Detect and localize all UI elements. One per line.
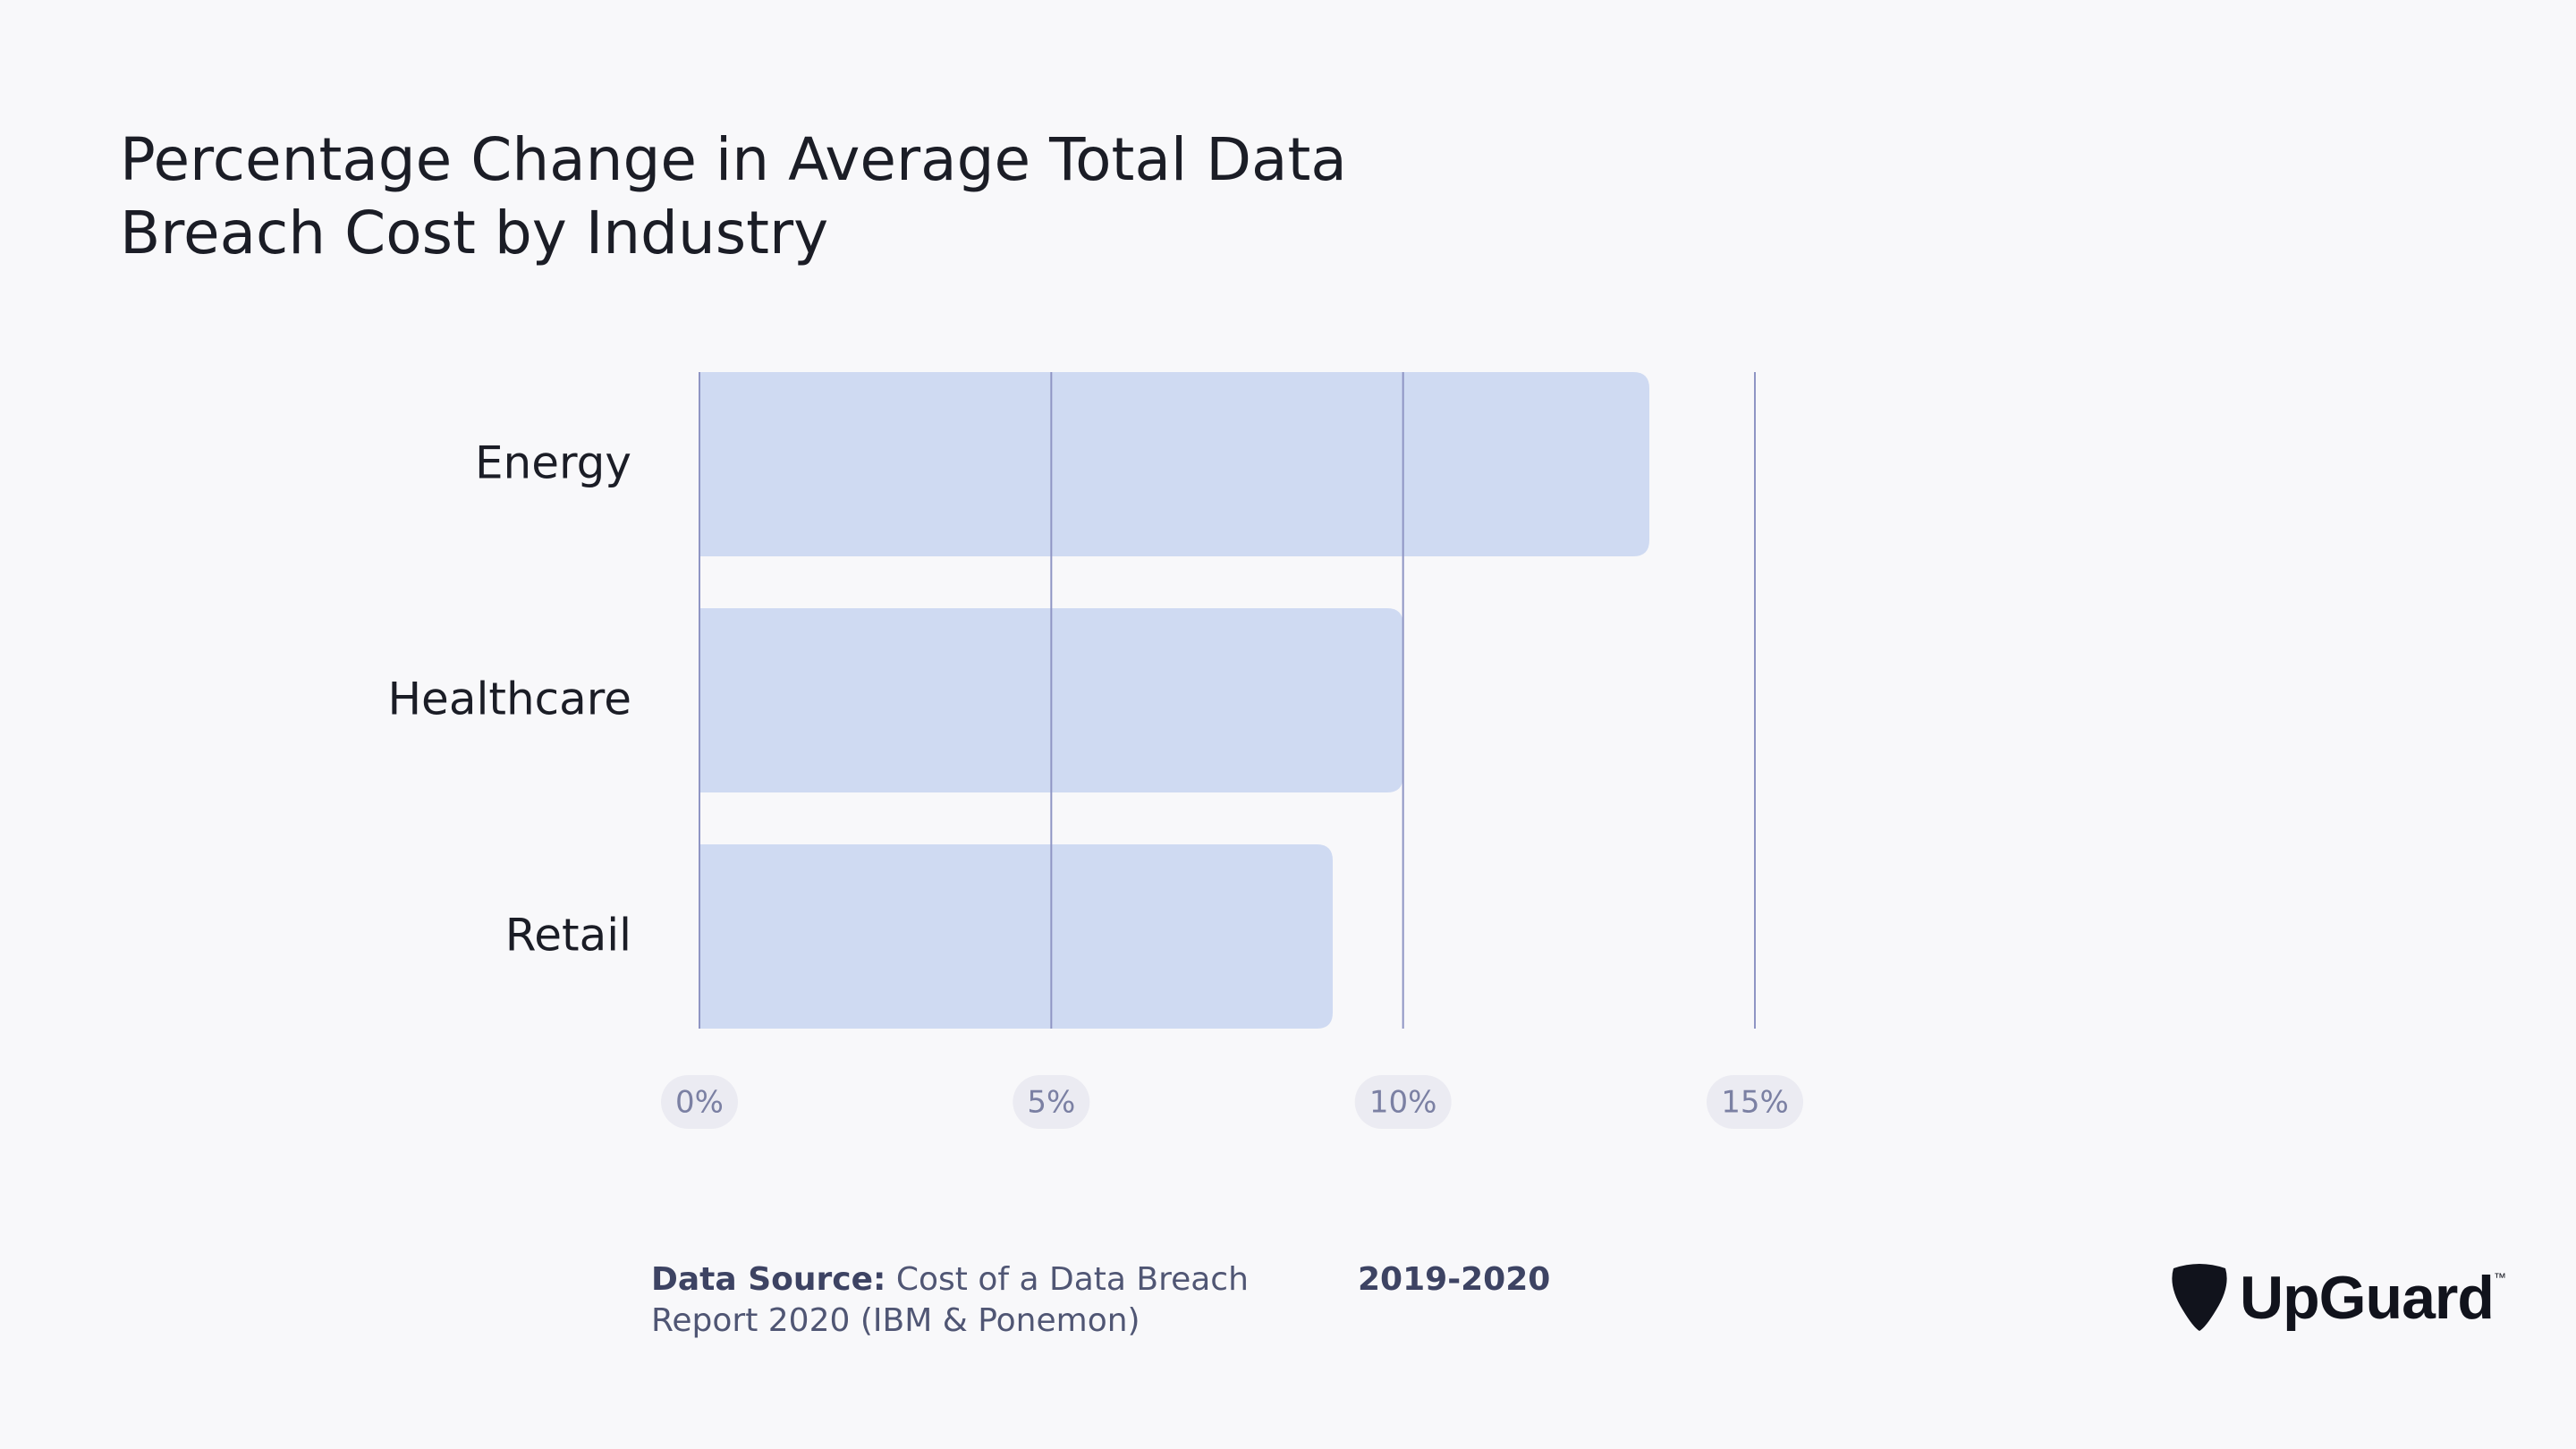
- upguard-logo: UpGuard ™: [2168, 1258, 2506, 1338]
- data-source-note: Data Source: Cost of a Data Breach Repor…: [651, 1259, 1277, 1342]
- tick-pill-15: [1707, 1075, 1803, 1129]
- tick-pill-5: [1013, 1075, 1090, 1129]
- category-label-energy: Energy: [475, 437, 631, 489]
- category-label-retail: Retail: [505, 910, 631, 962]
- bar-energy: [699, 372, 1649, 556]
- chart-title-line-2: Breach Cost by Industry: [120, 199, 829, 267]
- tick-pill-0: [661, 1075, 738, 1129]
- logo-trademark: ™: [2493, 1270, 2506, 1284]
- tick-label-5: 5%: [1027, 1085, 1075, 1121]
- category-label-healthcare: Healthcare: [387, 674, 631, 725]
- data-source-text: Cost of a Data Breach Report 2020 (IBM &…: [651, 1261, 1249, 1339]
- chart-title: Percentage Change in Average Total Data …: [120, 123, 1462, 270]
- tick-label-15: 15%: [1721, 1085, 1789, 1121]
- year-range: 2019-2020: [1358, 1261, 1551, 1298]
- guitar-pick-icon: [2172, 1264, 2227, 1331]
- tick-label-10: 10%: [1369, 1085, 1437, 1121]
- logo-text: UpGuard: [2240, 1264, 2495, 1332]
- tick-pill-10: [1354, 1075, 1452, 1129]
- tick-label-0: 0%: [675, 1085, 724, 1121]
- bar-retail: [699, 844, 1333, 1029]
- data-source-label: Data Source:: [651, 1261, 886, 1298]
- chart-title-line-1: Percentage Change in Average Total Data: [120, 125, 1347, 194]
